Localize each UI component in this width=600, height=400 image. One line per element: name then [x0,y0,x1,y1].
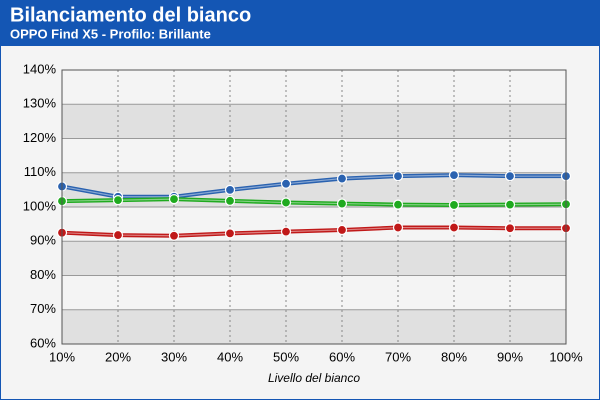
data-point [280,197,292,208]
data-point [168,194,180,205]
x-tick-label: 30% [161,349,187,364]
data-point [504,199,516,210]
y-tick-label: 140% [23,61,57,76]
data-point [504,223,516,234]
chart-title: Bilanciamento del bianco [10,4,251,26]
band [62,104,566,139]
y-tick-label: 120% [23,130,57,145]
x-tick-label: 60% [329,349,355,364]
chart-subtitle: OPPO Find X5 - Profilo: Brillante [10,26,211,41]
series-line [61,197,567,207]
data-point [168,230,180,241]
x-tick-label: 40% [217,349,243,364]
data-point [392,171,404,182]
data-point [448,170,460,181]
data-point [224,184,236,195]
x-tick-label: 70% [385,349,411,364]
data-point [112,195,124,206]
y-tick-label: 90% [30,233,56,248]
series-line [61,225,566,238]
data-point [336,198,348,209]
y-tick-label: 110% [24,164,57,179]
data-point [224,228,236,239]
series-line [61,173,566,199]
x-tick-label: 50% [273,349,299,364]
header [0,0,600,46]
data-point [448,222,460,233]
data-point [392,222,404,233]
x-tick-label: 10% [49,349,75,364]
y-tick-label: 60% [30,335,56,350]
band [62,309,566,344]
x-tick-label: 80% [441,349,467,364]
data-point [280,178,292,189]
data-point [280,226,292,237]
data-point [336,173,348,184]
y-tick-label: 80% [30,267,56,282]
data-point [392,199,404,210]
data-point [504,171,516,182]
data-point [448,199,460,211]
x-tick-label: 90% [497,349,523,364]
series-highlight [61,198,567,206]
x-tick-label: 20% [105,349,131,364]
x-tick-label: 100% [549,349,583,364]
plot-border [61,69,567,345]
data-point [224,195,236,206]
band [62,241,566,276]
y-tick-label: 70% [30,301,56,316]
y-tick-label: 100% [23,198,57,213]
data-point [112,229,124,241]
x-axis-label: Livello del bianco [268,371,360,385]
series-highlight [61,174,566,198]
data-point [336,224,348,236]
series-highlight [61,226,566,237]
y-tick-label: 130% [23,96,57,111]
